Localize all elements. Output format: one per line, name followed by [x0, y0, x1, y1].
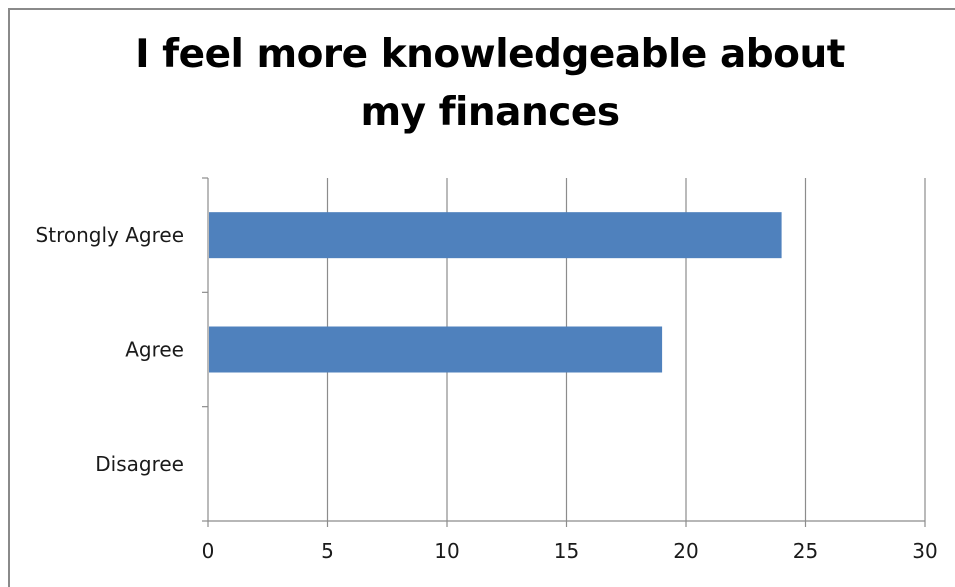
- x-tick-label-5: 5: [321, 539, 334, 563]
- x-tick-label-0: 0: [202, 539, 215, 563]
- y-tick-label-agree: Agree: [125, 338, 184, 362]
- bars: [209, 212, 782, 373]
- bar-agree: [209, 326, 663, 373]
- x-tick-label-20: 20: [673, 539, 698, 563]
- y-tick-label-disagree: Disagree: [95, 452, 184, 476]
- chart-frame: [8, 8, 955, 587]
- x-tick-label-15: 15: [554, 539, 579, 563]
- y-tick-labels: Strongly Agree Agree Disagree: [36, 223, 184, 476]
- x-tick-labels: 0 5 10 15 20 25 30: [202, 539, 938, 563]
- bar-strongly-agree: [209, 212, 782, 259]
- x-tick-label-30: 30: [912, 539, 937, 563]
- x-tick-label-10: 10: [434, 539, 459, 563]
- y-tick-label-strongly-agree: Strongly Agree: [36, 223, 184, 247]
- chart-title: I feel more knowledgeable about my finan…: [135, 32, 845, 135]
- x-tick-label-25: 25: [793, 539, 818, 563]
- axes: [202, 177, 926, 527]
